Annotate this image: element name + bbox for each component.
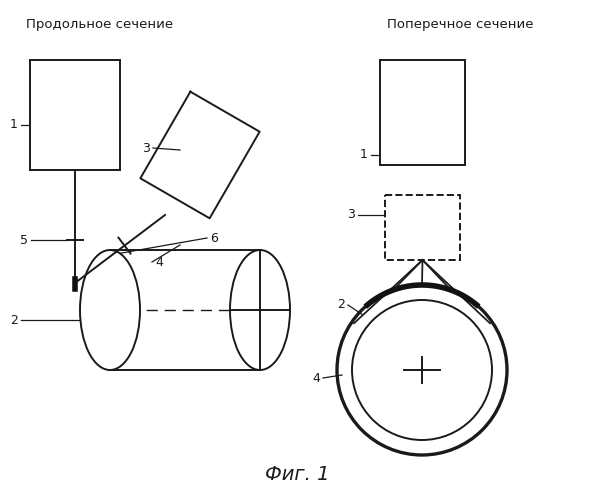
Text: 1: 1 (360, 148, 368, 162)
Text: 4: 4 (155, 256, 163, 268)
Text: 5: 5 (20, 234, 28, 246)
Text: 1: 1 (10, 118, 18, 132)
Text: Фиг. 1: Фиг. 1 (265, 466, 329, 484)
Bar (30, 60, 120, 170)
Text: 3: 3 (142, 142, 150, 154)
Ellipse shape (230, 250, 290, 370)
Text: 2: 2 (10, 314, 18, 326)
Ellipse shape (80, 250, 140, 370)
Text: 3: 3 (347, 208, 355, 222)
Text: Поперечное сечение: Поперечное сечение (387, 18, 533, 31)
Bar (385, 195, 460, 260)
Text: 2: 2 (337, 298, 345, 312)
Text: 4: 4 (312, 372, 320, 384)
Text: Продольное сечение: Продольное сечение (26, 18, 174, 31)
Text: 6: 6 (210, 232, 218, 244)
Bar (380, 60, 465, 165)
Circle shape (337, 285, 507, 455)
Circle shape (352, 300, 492, 440)
